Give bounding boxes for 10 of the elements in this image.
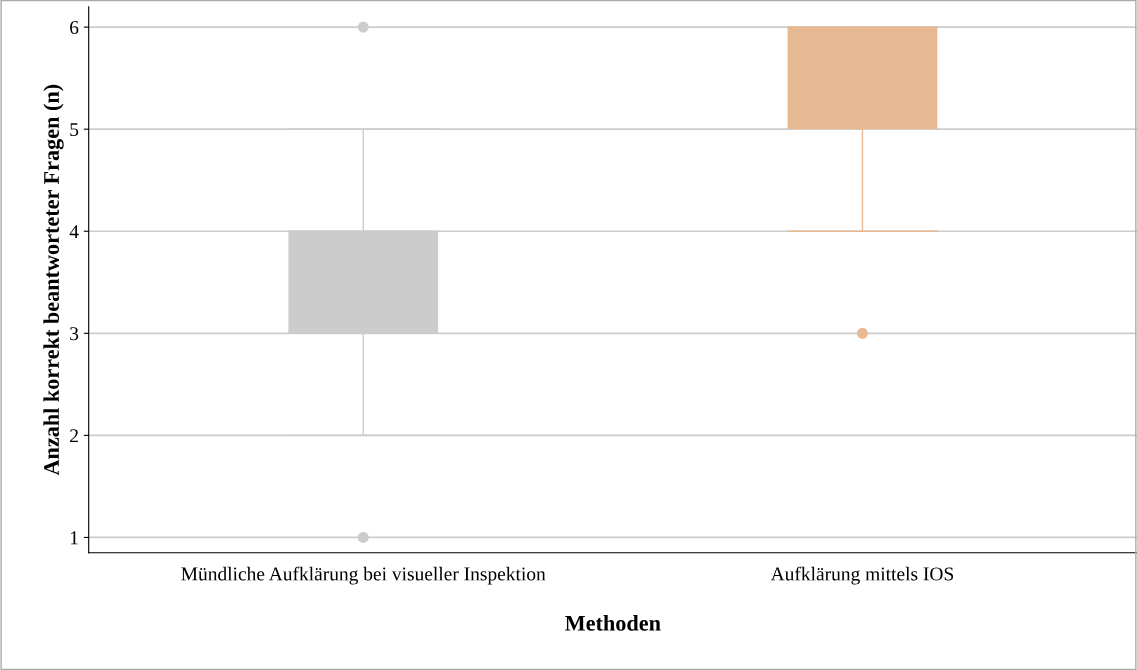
x-tick-label: Aufklärung mittels IOS: [770, 566, 954, 585]
x-tick-label: Mündliche Aufklärung bei visueller Inspektion: [181, 566, 546, 585]
y-axis-title: Anzahl korrekt beantworteter Fragen (n): [43, 84, 64, 476]
y-tick-label: 4: [69, 225, 79, 238]
y-tick-label: 2: [70, 429, 78, 443]
y-tick-label: 5: [70, 123, 79, 137]
y-tick-label: 3: [70, 327, 79, 341]
y-tick-label: 6: [70, 20, 79, 35]
y-tick-label: 1: [70, 531, 78, 545]
x-axis-title: Methoden: [565, 615, 661, 631]
